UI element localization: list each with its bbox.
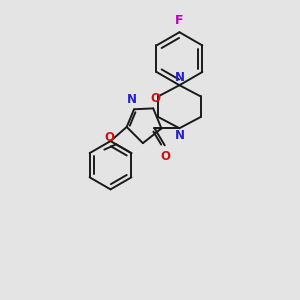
Text: N: N	[174, 71, 184, 84]
Text: O: O	[151, 92, 160, 106]
Text: N: N	[127, 93, 137, 106]
Text: F: F	[175, 14, 184, 27]
Text: O: O	[105, 131, 115, 144]
Text: N: N	[174, 129, 184, 142]
Text: O: O	[160, 150, 170, 163]
